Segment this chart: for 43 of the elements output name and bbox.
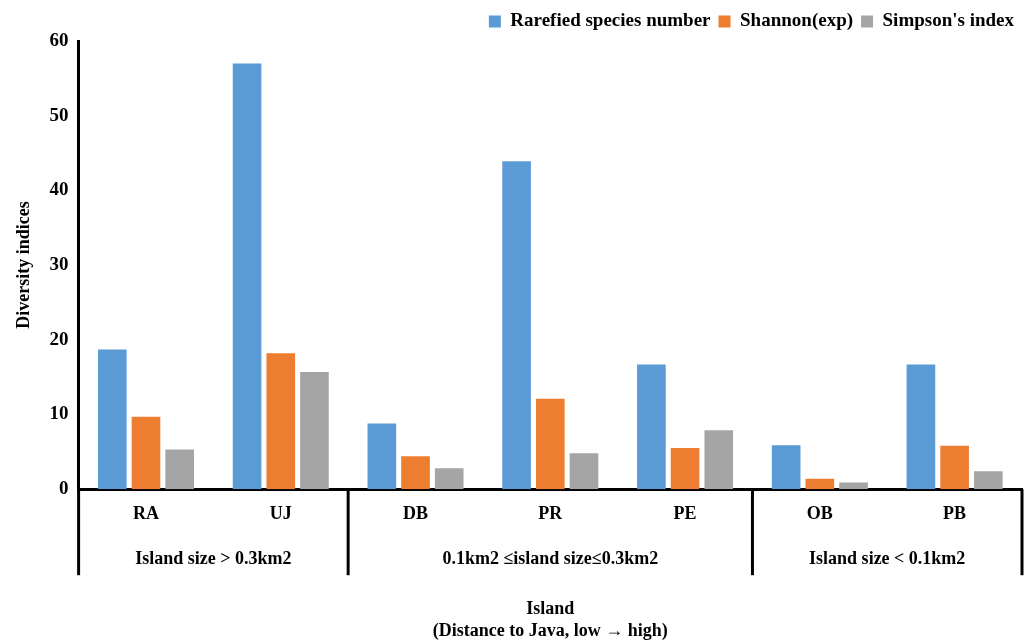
x-axis-title: Island (Distance to Java, low → high) xyxy=(432,598,668,641)
y-tick-label: 30 xyxy=(49,253,69,275)
bar xyxy=(569,453,599,490)
y-tick-label: 40 xyxy=(49,178,69,200)
legend-label: Rarefied species number xyxy=(510,9,712,31)
legend-label: Shannon(exp) xyxy=(740,9,854,32)
y-axis-title: Diversity indices xyxy=(13,201,34,329)
y-tick-label: 60 xyxy=(49,28,69,50)
bar xyxy=(232,63,262,490)
x-tick-label: PR xyxy=(538,502,564,523)
bar xyxy=(300,371,329,490)
x-tick-label: PB xyxy=(943,502,967,523)
bar xyxy=(367,423,397,490)
x-tick-label: DB xyxy=(403,502,429,523)
text: Island size > 0.3km2 xyxy=(135,547,292,568)
y-tick-label: 10 xyxy=(49,402,69,424)
bar xyxy=(973,471,1003,490)
bar xyxy=(906,364,936,490)
bar xyxy=(97,349,127,490)
x-tick-label: PE xyxy=(673,502,697,523)
bar xyxy=(434,468,464,490)
x-tick-label: OB xyxy=(806,502,833,523)
bar xyxy=(165,449,194,490)
bar xyxy=(771,445,801,490)
bar xyxy=(839,482,868,490)
legend-label: Simpson's index xyxy=(882,9,1015,31)
x-tick-label: RA xyxy=(132,502,159,523)
bar xyxy=(535,398,565,490)
bar xyxy=(131,416,161,490)
bar xyxy=(637,364,666,490)
bar xyxy=(266,353,296,490)
text: Island size < 0.1km2 xyxy=(809,547,966,568)
y-tick-label: 50 xyxy=(49,103,69,125)
bar xyxy=(940,445,969,490)
bar xyxy=(704,430,734,490)
bar xyxy=(670,448,700,490)
bar xyxy=(805,478,835,490)
bar xyxy=(401,456,430,490)
text: 0.1km2 ≤island size≤0.3km2 xyxy=(442,547,659,568)
bar xyxy=(502,161,531,490)
y-tick-label: 0 xyxy=(59,477,69,499)
y-tick-label: 20 xyxy=(49,327,69,349)
x-tick-label: UJ xyxy=(269,502,292,523)
